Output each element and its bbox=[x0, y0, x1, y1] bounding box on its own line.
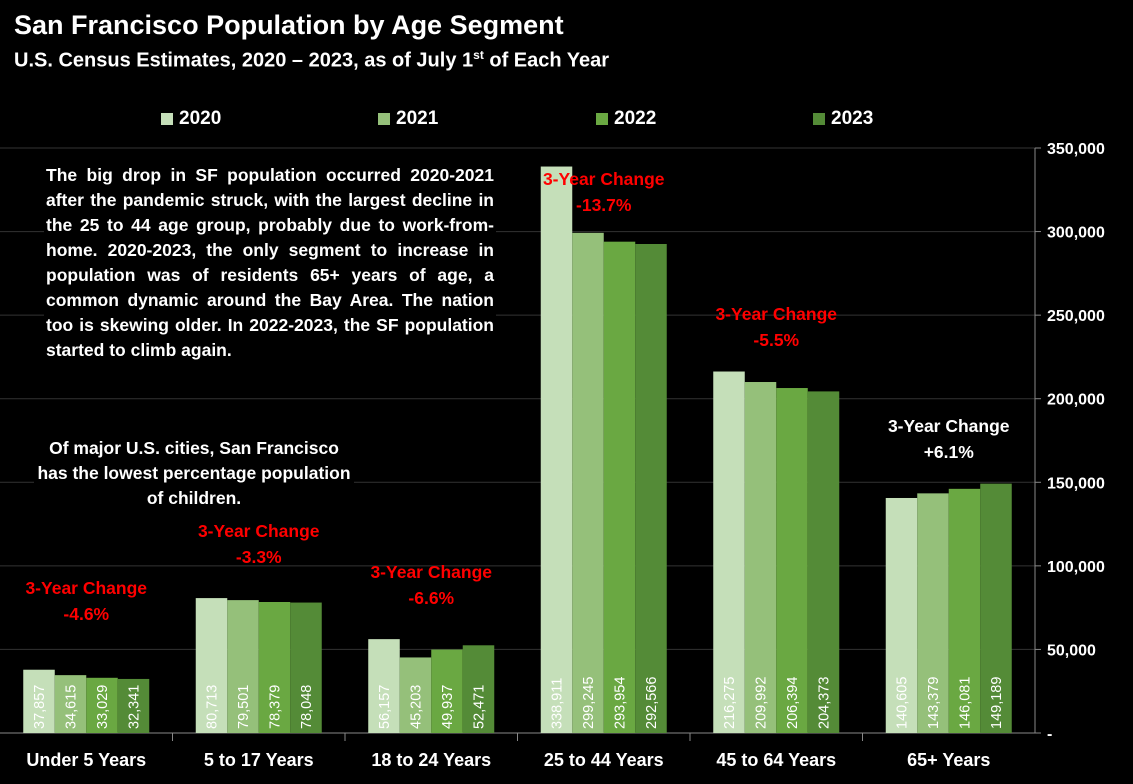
y-tick-label: - bbox=[1047, 726, 1052, 743]
bar-value-label: 206,394 bbox=[785, 677, 801, 729]
bar-value-label: 204,373 bbox=[817, 677, 833, 729]
legend-swatch-2023 bbox=[813, 113, 825, 125]
bar-value-label: 143,379 bbox=[926, 677, 942, 729]
bar bbox=[948, 488, 981, 733]
bar-value-label: 140,605 bbox=[895, 677, 911, 729]
x-category-label: 45 to 64 Years bbox=[716, 750, 836, 770]
bar-value-label: 37,857 bbox=[32, 685, 48, 729]
bar-value-label: 34,615 bbox=[64, 685, 80, 729]
bar bbox=[462, 645, 495, 733]
bar-value-label: 216,275 bbox=[722, 677, 738, 729]
legend-item-2023: 2023 bbox=[813, 108, 873, 130]
subtitle-main: U.S. Census Estimates, 2020 – 2023, as o… bbox=[14, 49, 474, 72]
bar bbox=[195, 598, 228, 733]
bar-value-label: 49,937 bbox=[440, 685, 456, 729]
legend-item-2021: 2021 bbox=[378, 108, 438, 130]
bar bbox=[572, 232, 604, 733]
bar-value-label: 79,501 bbox=[236, 685, 252, 729]
legend-swatch-2020 bbox=[161, 113, 173, 125]
legend-label-2020: 2020 bbox=[179, 108, 222, 129]
x-category-label: 25 to 44 Years bbox=[544, 750, 664, 770]
y-tick-label: 50,000 bbox=[1047, 642, 1096, 659]
bar-value-label: 292,566 bbox=[644, 677, 660, 729]
bar bbox=[635, 243, 667, 733]
change-annotation-title: 3-Year Change bbox=[25, 578, 147, 598]
bar bbox=[776, 388, 808, 733]
subtitle-superscript: st bbox=[473, 48, 484, 62]
change-annotation-value: +6.1% bbox=[924, 442, 975, 462]
x-category-label: 65+ Years bbox=[907, 750, 990, 770]
bar bbox=[399, 657, 432, 733]
bar bbox=[117, 678, 150, 733]
bar bbox=[368, 639, 400, 733]
bar bbox=[885, 497, 918, 733]
subtitle-end: of Each Year bbox=[483, 49, 610, 72]
bar-value-label: 56,157 bbox=[377, 685, 393, 729]
bar bbox=[258, 601, 291, 733]
chart-title: San Francisco Population by Age Segment bbox=[14, 10, 564, 40]
change-annotation-title: 3-Year Change bbox=[198, 521, 320, 541]
bar bbox=[290, 602, 322, 733]
bar bbox=[54, 675, 87, 733]
bar-value-label: 45,203 bbox=[409, 685, 425, 729]
bar bbox=[227, 600, 259, 733]
bar-value-label: 299,245 bbox=[581, 677, 597, 729]
x-category-label: 18 to 24 Years bbox=[371, 750, 491, 770]
change-annotation-value: -13.7% bbox=[576, 195, 632, 215]
bar-value-label: 338,911 bbox=[550, 678, 566, 729]
bar bbox=[603, 241, 636, 733]
y-tick-label: 150,000 bbox=[1047, 475, 1105, 492]
change-annotation-value: -4.6% bbox=[63, 604, 109, 624]
legend-swatch-2022 bbox=[596, 113, 608, 125]
legend-label-2021: 2021 bbox=[396, 108, 439, 129]
chart-subtitle: U.S. Census Estimates, 2020 – 2023, as o… bbox=[14, 48, 609, 73]
change-annotation-title: 3-Year Change bbox=[715, 304, 837, 324]
bar bbox=[980, 483, 1012, 733]
legend-item-2020: 2020 bbox=[161, 108, 221, 130]
y-tick-label: 250,000 bbox=[1047, 308, 1105, 325]
children-note: Of major U.S. cities, San Francisco has … bbox=[34, 436, 354, 511]
bar bbox=[807, 391, 840, 733]
change-annotation-value: -5.5% bbox=[753, 330, 799, 350]
y-tick-label: 200,000 bbox=[1047, 392, 1105, 409]
legend-swatch-2021 bbox=[378, 113, 390, 125]
bar bbox=[23, 669, 55, 733]
bar bbox=[713, 371, 745, 733]
bar-value-label: 80,713 bbox=[205, 685, 221, 729]
y-tick-label: 300,000 bbox=[1047, 225, 1105, 242]
bar-value-label: 78,379 bbox=[268, 685, 284, 729]
change-annotation-title: 3-Year Change bbox=[543, 169, 665, 189]
x-category-label: 5 to 17 Years bbox=[204, 750, 314, 770]
legend-label-2023: 2023 bbox=[831, 108, 874, 129]
change-annotation-value: -6.6% bbox=[408, 588, 454, 608]
bar-value-label: 146,081 bbox=[958, 677, 974, 729]
bar-value-label: 209,992 bbox=[754, 677, 770, 729]
bar-value-label: 149,189 bbox=[989, 677, 1005, 729]
bar-value-label: 32,341 bbox=[127, 685, 143, 729]
change-annotation-title: 3-Year Change bbox=[888, 416, 1010, 436]
bar-value-label: 52,471 bbox=[472, 685, 488, 729]
bar bbox=[744, 382, 777, 733]
change-annotation-title: 3-Year Change bbox=[370, 562, 492, 582]
pandemic-note: The big drop in SF population occurred 2… bbox=[44, 163, 496, 363]
bar-value-label: 33,029 bbox=[95, 685, 111, 729]
legend-item-2022: 2022 bbox=[596, 108, 656, 130]
bar bbox=[540, 166, 573, 733]
x-category-label: Under 5 Years bbox=[26, 750, 146, 770]
bar bbox=[917, 493, 949, 733]
bar bbox=[86, 677, 118, 733]
y-tick-label: 350,000 bbox=[1047, 141, 1105, 158]
change-annotation-value: -3.3% bbox=[236, 547, 282, 567]
bar bbox=[431, 649, 463, 733]
y-tick-label: 100,000 bbox=[1047, 559, 1105, 576]
bar-value-label: 293,954 bbox=[613, 677, 629, 729]
bar-value-label: 78,048 bbox=[299, 685, 315, 729]
legend-label-2022: 2022 bbox=[614, 108, 657, 129]
